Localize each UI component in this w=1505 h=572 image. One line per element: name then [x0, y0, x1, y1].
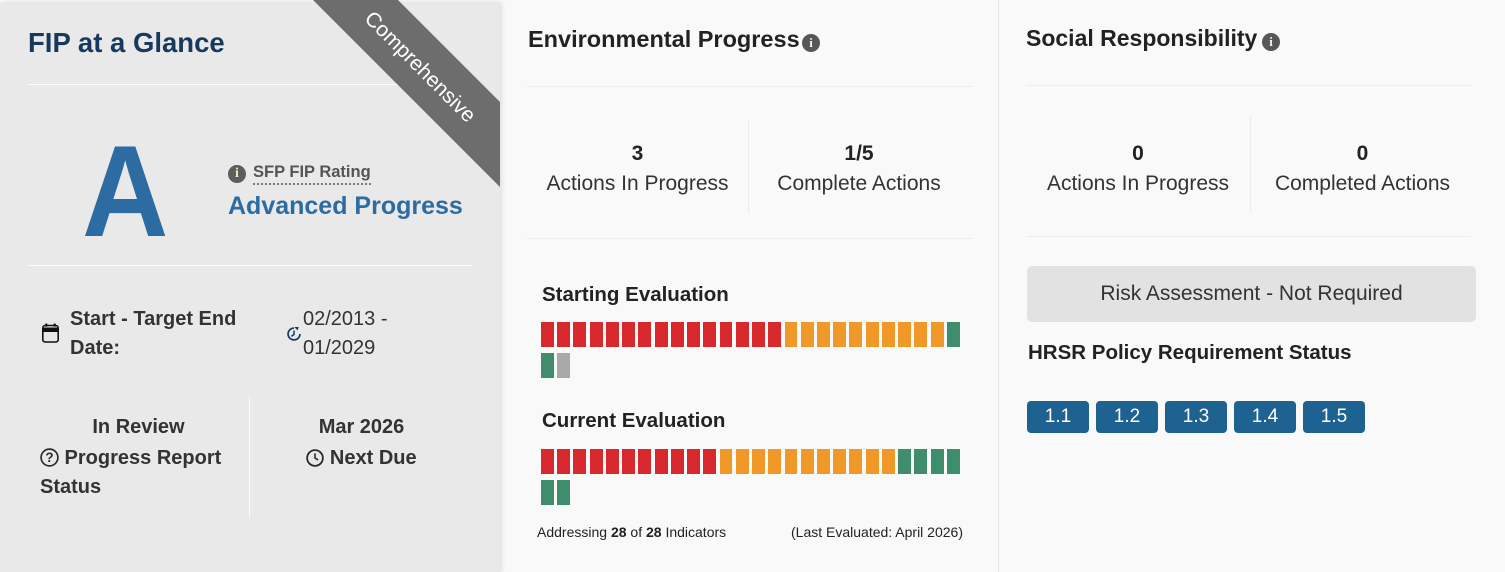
svg-text:?: ? — [45, 450, 53, 465]
